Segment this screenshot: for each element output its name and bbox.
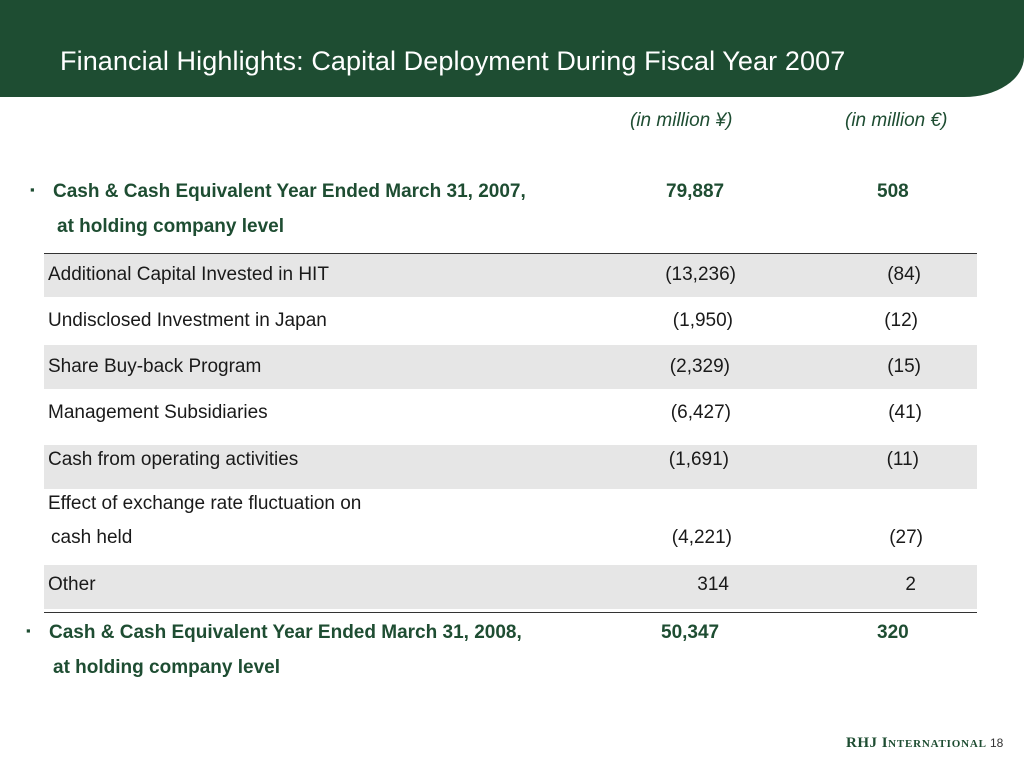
- row-value-eur: 2: [905, 574, 916, 595]
- table-top-rule: [44, 253, 977, 254]
- row-label: Effect of exchange rate fluctuation on: [48, 493, 362, 514]
- row-label-line2: cash held: [51, 527, 133, 548]
- row-value-yen: (1,691): [668, 449, 729, 470]
- company-logo: RHJ INTERNATIONAL: [846, 735, 987, 752]
- logo-part1: RHJ I: [846, 735, 889, 751]
- table-row: Cash from operating activities (1,691) (…: [44, 445, 977, 489]
- slide-title: Financial Highlights: Capital Deployment…: [60, 46, 846, 76]
- row-value-eur: (41): [888, 402, 922, 423]
- column-header-yen: (in million ¥): [630, 110, 733, 131]
- bullet-icon: ▪: [30, 182, 35, 197]
- title-bar: Financial Highlights: Capital Deployment…: [0, 0, 1024, 100]
- closing-balance-label-line2: at holding company level: [53, 657, 280, 678]
- opening-balance-eur: 508: [877, 181, 909, 202]
- logo-part2: NTERNATIONAL: [888, 738, 987, 750]
- bullet-icon: ▪: [26, 623, 31, 638]
- opening-balance-label-line2: at holding company level: [57, 216, 284, 237]
- row-label: Cash from operating activities: [48, 449, 299, 470]
- row-label: Management Subsidiaries: [48, 402, 268, 423]
- column-header-eur: (in million €): [845, 110, 948, 131]
- row-value-yen: (4,221): [671, 527, 732, 548]
- row-label: Additional Capital Invested in HIT: [48, 264, 329, 285]
- row-value-eur: (27): [889, 527, 923, 548]
- table-row: Additional Capital Invested in HIT (13,2…: [44, 254, 977, 297]
- table-row: Management Subsidiaries (6,427) (41): [44, 389, 977, 445]
- row-value-yen: (6,427): [670, 402, 731, 423]
- closing-balance-eur: 320: [877, 622, 909, 643]
- row-value-eur: (12): [884, 310, 918, 331]
- row-value-yen: (1,950): [672, 310, 733, 331]
- table-row: Undisclosed Investment in Japan (1,950) …: [44, 297, 977, 345]
- row-value-eur: (15): [887, 356, 921, 377]
- closing-balance-yen: 50,347: [661, 622, 720, 643]
- table-row: Other 314 2: [44, 565, 977, 609]
- opening-balance-label: Cash & Cash Equivalent Year Ended March …: [53, 181, 526, 202]
- row-label: Undisclosed Investment in Japan: [48, 310, 327, 331]
- table-row: Share Buy-back Program (2,329) (15): [44, 345, 977, 389]
- page-number: 18: [990, 736, 1004, 750]
- row-value-eur: (11): [886, 449, 919, 470]
- row-value-eur: (84): [887, 264, 921, 285]
- table-row: Effect of exchange rate fluctuation on c…: [44, 489, 977, 565]
- row-value-yen: (2,329): [669, 356, 730, 377]
- closing-balance-label: Cash & Cash Equivalent Year Ended March …: [49, 622, 522, 643]
- row-value-yen: (13,236): [665, 264, 736, 285]
- table-bottom-rule: [44, 612, 977, 613]
- opening-balance-yen: 79,887: [666, 181, 725, 202]
- row-label: Share Buy-back Program: [48, 356, 262, 377]
- row-label: Other: [48, 574, 96, 595]
- row-value-yen: 314: [697, 574, 729, 595]
